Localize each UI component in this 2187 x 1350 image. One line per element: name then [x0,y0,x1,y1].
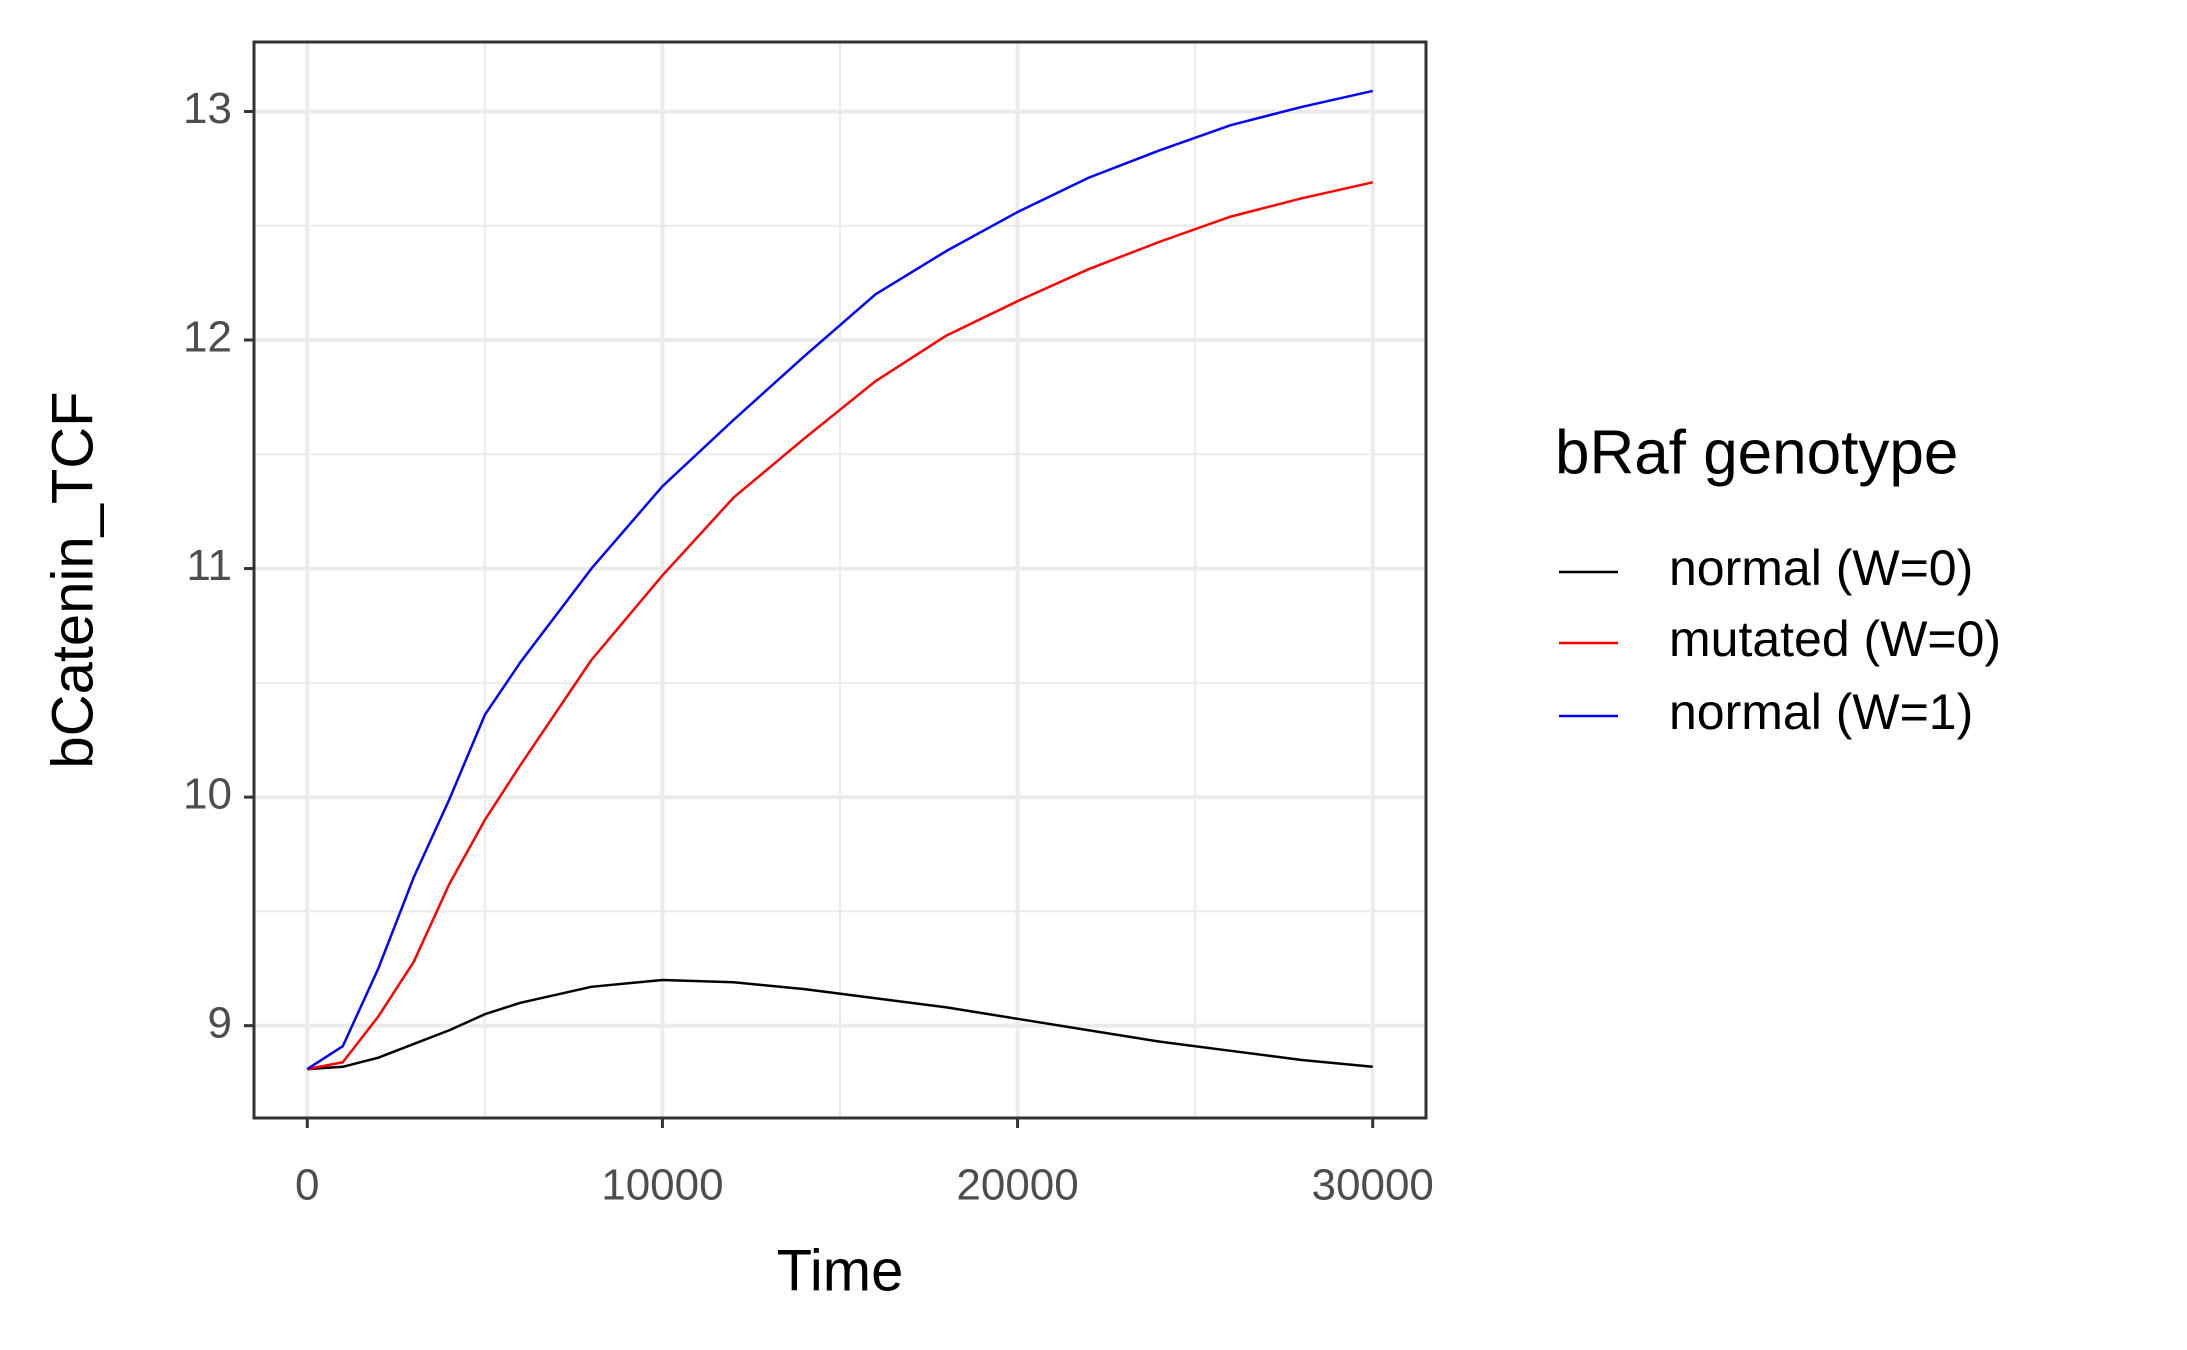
legend-title: bRaf genotype [1555,418,1958,487]
series-line [307,181,1374,1071]
y-tick-label: 9 [208,998,232,1047]
y-tick-label: 10 [183,770,232,819]
x-axis-title: Time [777,1238,904,1303]
legend-label: mutated (W=0) [1669,611,2001,667]
series-line [306,89,1374,1071]
y-tick-label: 11 [186,541,232,590]
legend-label: normal (W=0) [1669,540,1973,596]
x-tick-label: 10000 [601,1161,723,1210]
y-tick-label: 13 [183,84,232,133]
plot-border [252,40,1428,1120]
x-tick-label: 0 [295,1161,319,1210]
y-axis-title: bCatenin_TCF [40,391,105,768]
x-tick-label: 30000 [1312,1161,1434,1210]
y-tick-label: 12 [183,313,232,362]
x-tick-label: 20000 [956,1161,1078,1210]
legend-label: normal (W=1) [1669,684,1973,740]
series-line [307,978,1373,1071]
